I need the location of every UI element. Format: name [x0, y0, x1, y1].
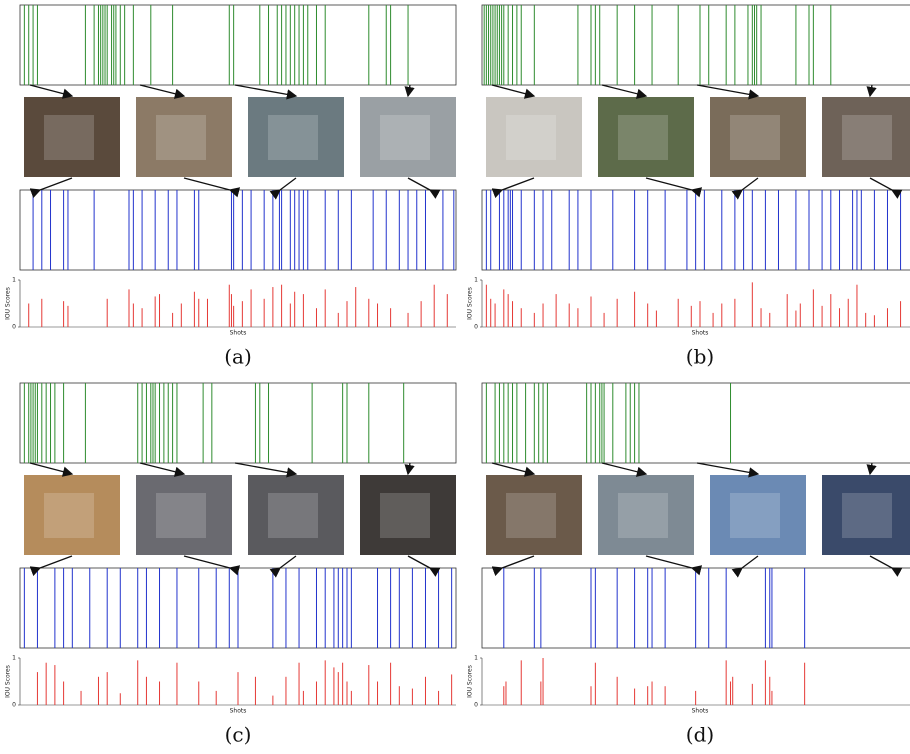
keyframe-detail — [156, 115, 206, 160]
y-axis-label: IOU Scores — [467, 287, 474, 320]
arrow — [602, 85, 646, 96]
panel-label: (b) — [686, 345, 714, 369]
arrow — [30, 85, 72, 96]
arrow — [646, 556, 692, 568]
arrow — [697, 463, 758, 474]
keyframe-detail — [268, 115, 318, 160]
arrow — [502, 178, 534, 190]
arrow — [235, 85, 296, 96]
strip-frame — [20, 190, 456, 270]
predicted-shots — [482, 568, 910, 648]
arrow — [492, 85, 534, 96]
figure: 01IOU ScoresShots(a)01IOU ScoresShots(b)… — [0, 0, 910, 754]
selected-shots — [20, 5, 456, 85]
keyframe-detail — [842, 493, 892, 538]
keyframe-detail — [380, 493, 430, 538]
arrow — [280, 178, 296, 190]
arrow — [40, 556, 72, 568]
arrow — [646, 178, 692, 190]
panel-label: (c) — [225, 723, 252, 747]
arrow — [870, 463, 872, 474]
arrow — [870, 178, 892, 190]
arrow — [742, 556, 758, 568]
y-tick-label: 0 — [474, 324, 478, 331]
arrow — [140, 85, 184, 96]
arrow — [697, 85, 758, 96]
y-axis-label: IOU Scores — [5, 665, 12, 698]
keyframe-detail — [44, 493, 94, 538]
x-axis-label: Shots — [692, 708, 709, 715]
x-axis-label: Shots — [692, 330, 709, 337]
arrow — [40, 178, 72, 190]
y-tick-label: 1 — [474, 655, 478, 662]
y-axis-label: IOU Scores — [5, 287, 12, 320]
arrow — [408, 178, 430, 190]
keyframe-detail — [156, 493, 206, 538]
x-axis-label: Shots — [230, 330, 247, 337]
arrow — [870, 85, 872, 96]
arrow — [184, 556, 230, 568]
arrow — [602, 463, 646, 474]
x-axis-label: Shots — [230, 708, 247, 715]
arrow — [140, 463, 184, 474]
arrow — [408, 556, 430, 568]
arrow — [184, 178, 230, 190]
y-tick-label: 1 — [474, 277, 478, 284]
arrow — [742, 178, 758, 190]
y-tick-label: 0 — [12, 702, 16, 709]
selected-shots — [482, 383, 910, 463]
selected-shots — [482, 5, 910, 85]
arrow — [280, 556, 296, 568]
strip-frame — [482, 5, 910, 85]
arrow — [870, 556, 892, 568]
arrow — [30, 463, 72, 474]
y-tick-label: 0 — [12, 324, 16, 331]
panel-label: (a) — [224, 345, 252, 369]
keyframe-detail — [268, 493, 318, 538]
keyframe-detail — [506, 493, 556, 538]
keyframe-detail — [506, 115, 556, 160]
keyframe-detail — [618, 115, 668, 160]
keyframe-detail — [380, 115, 430, 160]
keyframe-detail — [618, 493, 668, 538]
y-tick-label: 0 — [474, 702, 478, 709]
predicted-shots — [20, 568, 456, 648]
arrow — [502, 556, 534, 568]
arrow — [408, 85, 410, 96]
y-tick-label: 1 — [12, 655, 16, 662]
panel-label: (d) — [686, 723, 714, 747]
arrow — [408, 463, 410, 474]
keyframe-detail — [730, 115, 780, 160]
y-tick-label: 1 — [12, 277, 16, 284]
predicted-shots — [20, 190, 456, 270]
strip-frame — [482, 383, 910, 463]
keyframe-detail — [44, 115, 94, 160]
arrow — [492, 463, 534, 474]
keyframe-detail — [730, 493, 780, 538]
keyframe-detail — [842, 115, 892, 160]
y-axis-label: IOU Scores — [467, 665, 474, 698]
arrow — [235, 463, 296, 474]
selected-shots — [20, 383, 456, 463]
predicted-shots — [482, 190, 910, 270]
